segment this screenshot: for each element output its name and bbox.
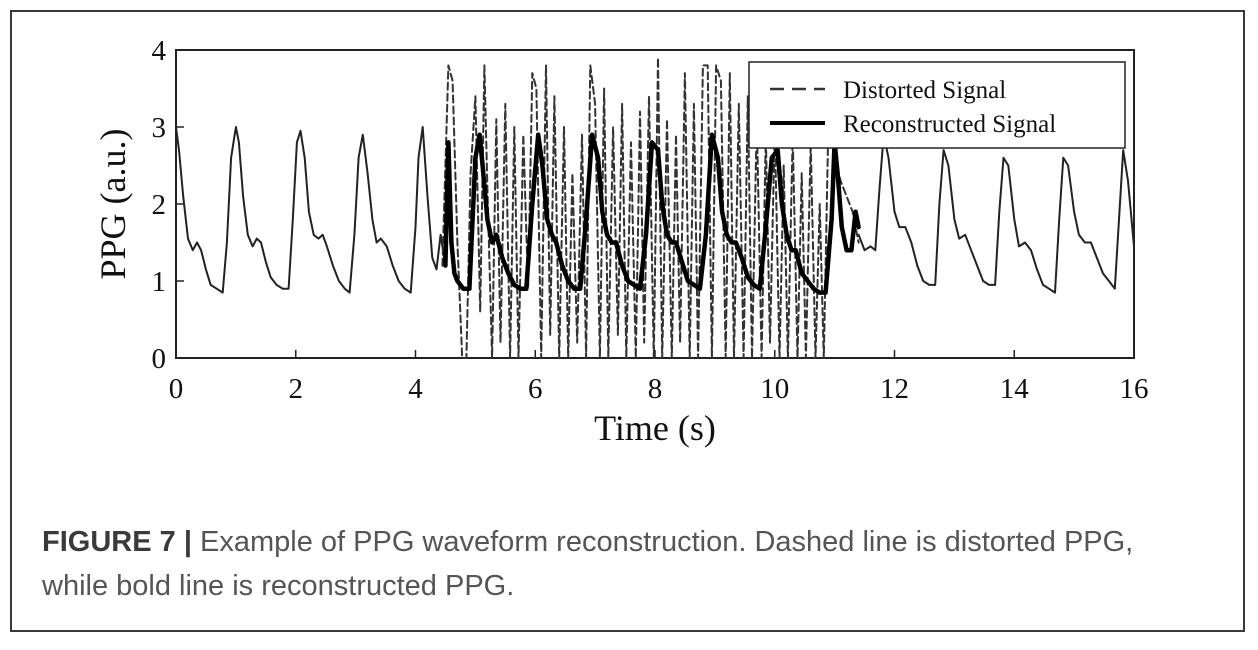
x-tick-label: 10 <box>760 373 789 405</box>
legend: Distorted Signal Reconstructed Signal <box>748 61 1126 149</box>
series-line-clean-2 <box>175 126 447 294</box>
x-tick-label: 4 <box>408 373 423 405</box>
series-layer <box>175 56 1135 359</box>
x-tick-label: 0 <box>169 373 184 405</box>
caption-separator: | <box>183 526 192 558</box>
x-tick-label: 2 <box>289 373 304 405</box>
caption-label: FIGURE 7 <box>42 526 176 558</box>
y-tick-label: 4 <box>152 35 167 67</box>
x-tick-label: 16 <box>1120 373 1149 405</box>
y-tick-label: 2 <box>152 189 167 221</box>
legend-label-distorted: Distorted Signal <box>843 77 1006 104</box>
y-tick-label: 3 <box>152 112 167 144</box>
x-tick-label: 14 <box>1000 373 1030 405</box>
x-tick-label: 8 <box>648 373 663 405</box>
legend-box <box>748 61 1126 149</box>
x-axis-label: Time (s) <box>594 408 716 448</box>
series-line-clean-3 <box>857 133 1135 294</box>
y-axis-label: PPG (a.u.) <box>93 129 133 280</box>
y-tick-label: 1 <box>152 266 167 298</box>
series-line-reconstructed <box>443 132 861 295</box>
x-tick-label: 12 <box>880 373 909 405</box>
x-tick-label: 6 <box>528 373 543 405</box>
figure-caption: FIGURE 7 | Example of PPG waveform recon… <box>42 520 1192 608</box>
y-tick-label: 0 <box>152 343 167 375</box>
legend-label-reconstructed: Reconstructed Signal <box>843 111 1056 138</box>
caption-text: Example of PPG waveform reconstruction. … <box>42 526 1134 602</box>
